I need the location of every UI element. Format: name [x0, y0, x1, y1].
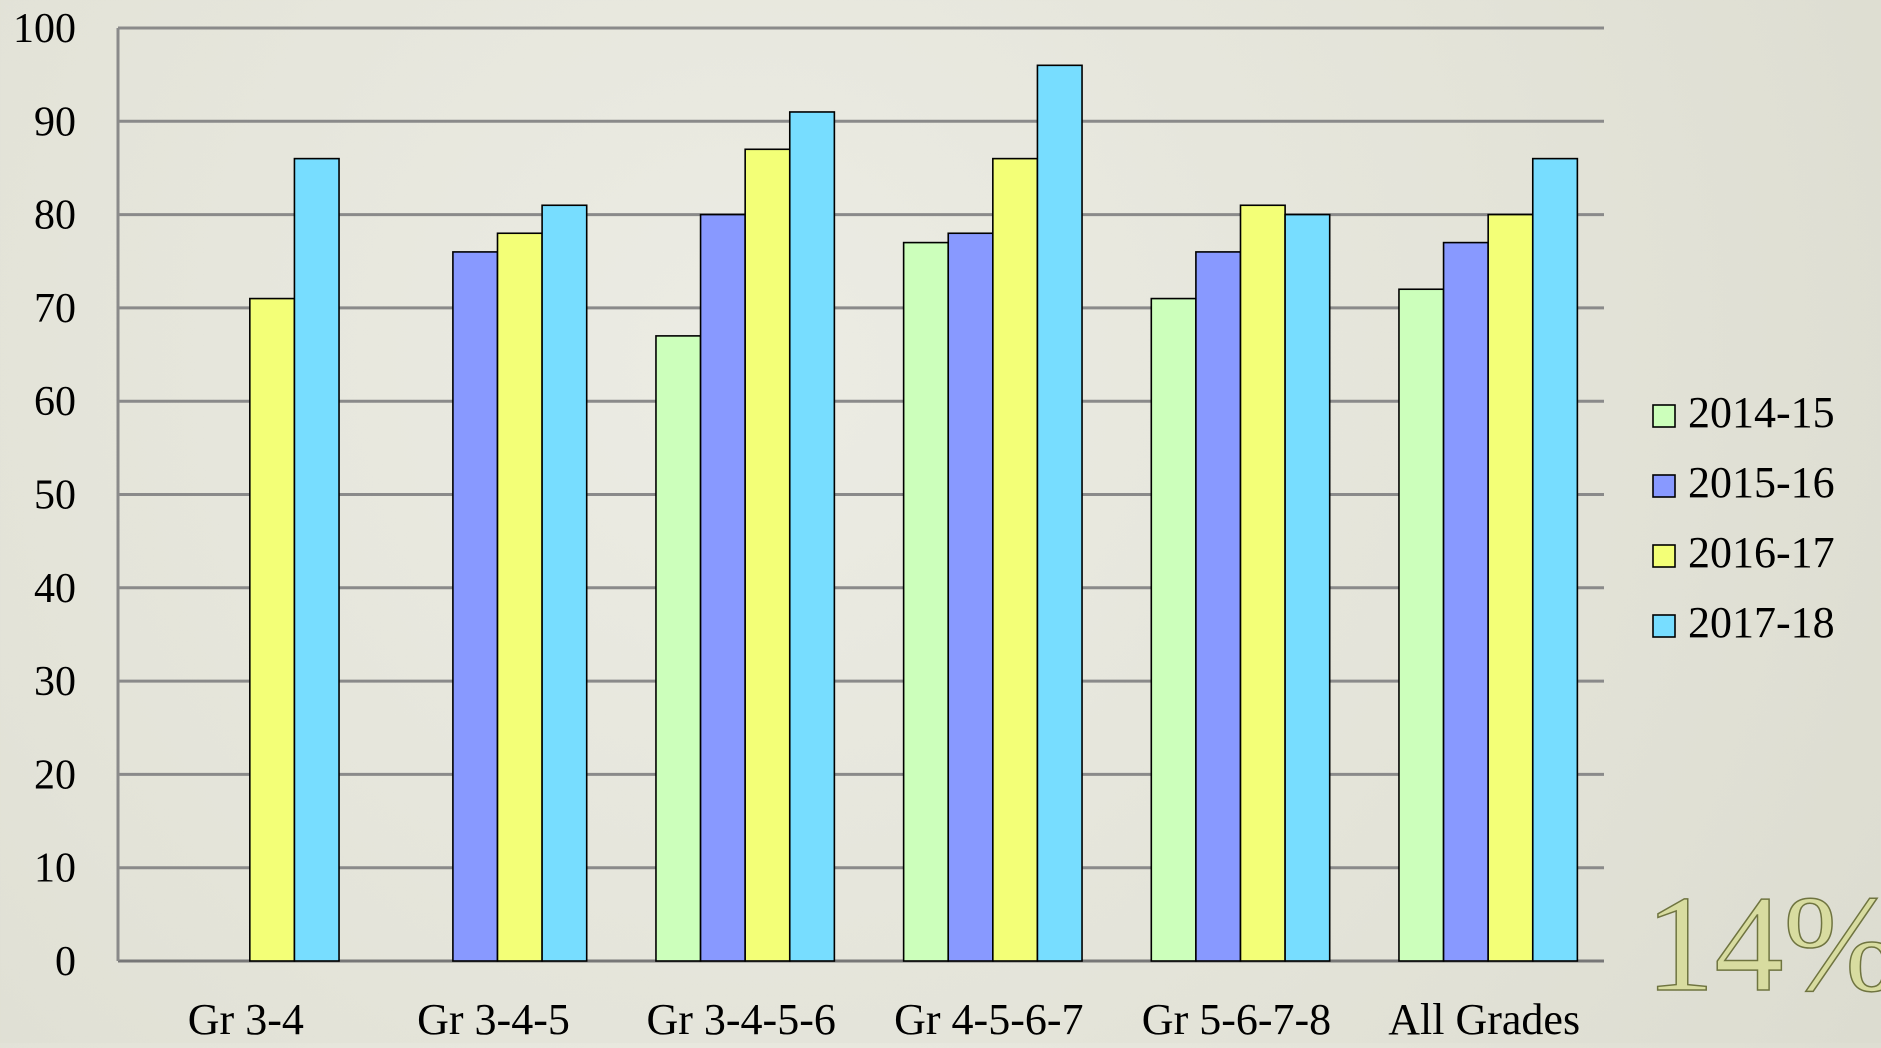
x-tick-label: Gr 5-6-7-8 [1142, 995, 1331, 1043]
legend: 2014-15 2015-16 2016-17 2017-18 [1652, 388, 1835, 647]
y-tick-label: 20 [34, 752, 76, 798]
y-tick-label: 70 [34, 286, 76, 332]
bars [249, 64, 1579, 962]
y-axis-ticks: 0 10 20 30 40 50 60 70 80 90 100 [13, 6, 76, 985]
bar [947, 232, 994, 962]
bar [1036, 64, 1083, 962]
bar [452, 251, 499, 962]
y-tick-label: 60 [34, 379, 76, 425]
percent-annotation: 14% [1646, 867, 1881, 1020]
bar [1531, 157, 1579, 962]
y-tick-label: 90 [34, 99, 76, 145]
bar [541, 204, 588, 962]
bar [1398, 288, 1445, 962]
x-tick-label: Gr 3-4-5-6 [646, 995, 835, 1043]
bar [293, 157, 340, 962]
y-tick-label: 80 [34, 193, 76, 239]
x-tick-label: Gr 3-4 [188, 995, 304, 1043]
bar [655, 335, 702, 962]
y-tick-label: 0 [55, 939, 76, 985]
bar [902, 241, 950, 962]
y-tick-label: 10 [34, 846, 76, 892]
legend-swatch [1652, 614, 1676, 638]
x-tick-label: Gr 4-5-6-7 [894, 995, 1083, 1043]
bar [744, 148, 791, 962]
bar [1442, 241, 1489, 962]
bar [1150, 297, 1197, 962]
legend-label: 2016-17 [1688, 528, 1835, 577]
bar [1284, 213, 1331, 962]
legend-swatch [1652, 544, 1676, 568]
bar [788, 111, 836, 962]
x-tick-label: All Grades [1388, 995, 1580, 1043]
legend-label: 2014-15 [1688, 388, 1835, 437]
x-axis-ticks: Gr 3-4 Gr 3-4-5 Gr 3-4-5-6 Gr 4-5-6-7 Gr 5-6… [188, 995, 1580, 1044]
bar [1195, 251, 1242, 962]
bar [249, 297, 296, 962]
bar [496, 232, 543, 962]
legend-label: 2017-18 [1688, 598, 1835, 647]
bar [1487, 213, 1534, 962]
x-tick-label: Gr 3-4-5 [417, 995, 570, 1043]
y-tick-label: 40 [34, 566, 76, 612]
y-tick-label: 30 [34, 659, 76, 705]
y-tick-label: 50 [34, 473, 76, 519]
legend-swatch [1652, 404, 1676, 428]
bar [992, 157, 1039, 962]
bar [699, 213, 746, 962]
legend-label: 2015-16 [1688, 458, 1835, 507]
legend-swatch [1652, 474, 1676, 498]
y-tick-label: 100 [13, 6, 76, 52]
gridlines [116, 26, 1604, 963]
bar [1239, 204, 1286, 962]
